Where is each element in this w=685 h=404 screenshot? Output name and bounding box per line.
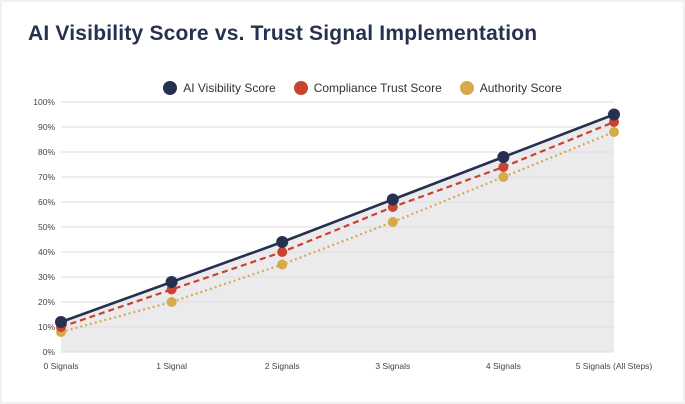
y-tick-label: 50% — [38, 222, 55, 232]
x-tick-label: 4 Signals — [486, 361, 521, 371]
legend-label-authority: Authority Score — [479, 81, 562, 95]
series-line-0 — [60, 113, 615, 324]
series-point-2 — [387, 217, 398, 227]
y-tick-label: 100% — [33, 97, 55, 107]
series-point-2 — [498, 172, 509, 182]
series-point-0 — [55, 316, 67, 328]
x-tick-label: 2 Signals — [265, 361, 300, 371]
series-line-2 — [60, 130, 615, 334]
area-fill — [61, 114, 614, 352]
series-point-2 — [166, 297, 177, 307]
legend-label-ai-visibility: AI Visibility Score — [183, 81, 276, 95]
legend-item-authority: Authority Score — [459, 81, 562, 95]
y-tick-label: 30% — [38, 272, 55, 282]
series-point-0 — [608, 108, 620, 121]
series-point-1 — [277, 247, 288, 257]
series-point-0 — [386, 193, 399, 206]
legend-marker-authority — [459, 81, 474, 95]
series-point-0 — [497, 151, 510, 163]
legend-marker-compliance-trust — [293, 81, 308, 95]
series-line-1 — [60, 120, 615, 329]
series-point-2 — [609, 127, 619, 137]
chart-legend: AI Visibility Score Compliance Trust Sco… — [2, 81, 683, 95]
legend-item-ai-visibility: AI Visibility Score — [163, 81, 276, 95]
y-tick-label: 90% — [38, 122, 55, 132]
legend-marker-ai-visibility — [163, 81, 178, 95]
y-tick-label: 40% — [38, 247, 55, 257]
series-point-0 — [165, 276, 178, 288]
x-tick-label: 1 Signal — [156, 361, 187, 371]
x-tick-label: 0 Signals — [44, 361, 79, 371]
y-tick-label: 60% — [38, 197, 55, 207]
series-point-2 — [277, 259, 288, 270]
y-tick-label: 0% — [43, 347, 56, 357]
y-tick-label: 70% — [38, 172, 55, 182]
y-tick-label: 20% — [38, 297, 55, 307]
y-tick-label: 80% — [38, 147, 55, 157]
x-tick-label: 5 Signals (All Steps) — [576, 361, 653, 371]
chart-title: AI Visibility Score vs. Trust Signal Imp… — [28, 22, 538, 45]
legend-item-compliance-trust: Compliance Trust Score — [293, 81, 442, 95]
x-tick-label: 3 Signals — [375, 361, 410, 371]
series-point-0 — [276, 236, 289, 248]
series-point-1 — [498, 162, 509, 172]
y-tick-label: 10% — [38, 322, 55, 332]
legend-label-compliance-trust: Compliance Trust Score — [313, 81, 442, 95]
